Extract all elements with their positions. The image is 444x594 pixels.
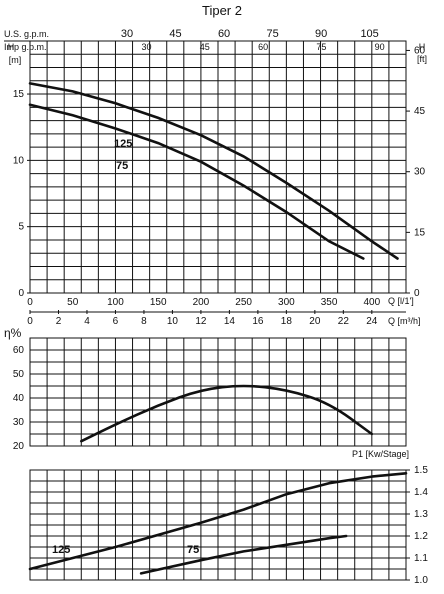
impgpm-tick-label: 30 — [142, 42, 152, 52]
y-left-unit: [m] — [9, 55, 22, 65]
head-chart-grid — [29, 40, 407, 294]
power-curve-125 — [28, 472, 408, 571]
head-x-lmin-tick-label: 350 — [321, 297, 338, 308]
head-x-lmin-tick-label: 0 — [27, 297, 33, 308]
y-left-label: H — [8, 42, 15, 52]
head-x-m3h-tick-label: 24 — [366, 316, 378, 327]
usgpm-label: U.S. g.p.m. — [4, 29, 49, 39]
y-right-label: H — [419, 42, 426, 52]
x-lmin-label: Q [l/1'] — [388, 296, 414, 306]
head-y-right-tick-label: 45 — [414, 106, 426, 117]
head-y-left-tick-label: 5 — [18, 222, 24, 233]
impgpm-tick-label: 60 — [258, 42, 268, 52]
efficiency-curve — [80, 384, 374, 443]
usgpm-tick-label: 45 — [169, 28, 181, 40]
x-m3h-label: Q [m³/h] — [388, 316, 421, 326]
y-right-unit: [ft] — [417, 54, 427, 64]
head-x-m3h-tick-label: 10 — [167, 316, 179, 327]
head-x-m3h-tick-label: 14 — [224, 316, 236, 327]
head-x-m3h-tick-label: 18 — [281, 316, 293, 327]
head-x-lmin-tick-label: 200 — [193, 297, 210, 308]
impgpm-tick-label: 75 — [316, 42, 326, 52]
head-x-m3h-tick-label: 4 — [84, 316, 90, 327]
head-x-lmin-tick-label: 250 — [235, 297, 252, 308]
power-y-tick-label: 1.0 — [414, 575, 428, 586]
head-x-m3h-tick-label: 6 — [113, 316, 119, 327]
power-y-ticks: 1.0 1.1 1.2 1.3 1.4 1.5 — [406, 465, 428, 586]
power-curve-75 — [139, 534, 348, 575]
efficiency-chart-curves — [80, 384, 374, 443]
head-y-right-tick-label: 0 — [414, 288, 420, 299]
usgpm-tick-label: 75 — [266, 28, 278, 40]
usgpm-tick-label: 60 — [218, 28, 230, 40]
head-x-m3h-tick-label: 12 — [195, 316, 207, 327]
usgpm-tick-label: 90 — [315, 28, 327, 40]
head-x-m3h-tick-label: 22 — [338, 316, 350, 327]
efficiency-y-tick-label: 20 — [13, 441, 25, 452]
head-x-lmin-tick-label: 50 — [67, 297, 79, 308]
power-y-tick-label: 1.4 — [414, 487, 428, 498]
eta-label: η% — [4, 326, 22, 340]
power-y-tick-label: 1.2 — [414, 531, 428, 542]
power-y-tick-label: 1.5 — [414, 465, 428, 476]
head-curve-75 — [28, 103, 365, 260]
impgpm-tick-label: 90 — [375, 42, 385, 52]
head-curve-125 — [28, 82, 399, 260]
efficiency-chart-grid — [29, 337, 407, 447]
head-y-right-tick-label: 15 — [414, 227, 426, 238]
head-x-m3h-tick-label: 2 — [56, 316, 62, 327]
efficiency-y-tick-label: 60 — [13, 345, 25, 356]
usgpm-tick-label: 30 — [121, 28, 133, 40]
series-label-75: 75 — [116, 160, 128, 172]
power-series-label-125: 125 — [52, 544, 70, 556]
head-x-lmin-tick-label: 150 — [150, 297, 167, 308]
chart-title: Tiper 2 — [202, 3, 242, 18]
usgpm-ticks: 30 45 60 75 90 105 — [121, 28, 379, 40]
head-x-lmin-tick-label: 100 — [107, 297, 124, 308]
power-series-label-75: 75 — [187, 544, 199, 556]
head-chart-curves — [28, 82, 399, 260]
efficiency-y-tick-label: 30 — [13, 417, 25, 428]
head-y-left-tick-label: 0 — [18, 288, 24, 299]
head-x-m3h-tick-label: 0 — [27, 316, 33, 327]
power-chart-curves — [28, 472, 408, 575]
head-y-right-tick-label: 30 — [414, 167, 426, 178]
power-y-tick-label: 1.1 — [414, 553, 428, 564]
power-y-tick-label: 1.3 — [414, 509, 428, 520]
efficiency-y-ticks: 20 30 40 50 60 — [13, 345, 25, 452]
head-x-lmin-tick-label: 300 — [278, 297, 295, 308]
head-x-m3h-tick-label: 8 — [141, 316, 147, 327]
usgpm-tick-label: 105 — [360, 28, 378, 40]
head-y-ticks-right: 0 15 30 45 60 — [406, 45, 426, 299]
head-x-ticks-lmin: 0 50 100 150 200 250 300 350 400 — [27, 297, 380, 308]
head-y-left-tick-label: 10 — [13, 155, 25, 166]
impgpm-ticks: 30 45 60 75 90 — [142, 42, 385, 52]
head-x-lmin-tick-label: 400 — [363, 297, 380, 308]
head-y-ticks-left: 0 5 10 15 — [13, 89, 30, 299]
efficiency-y-tick-label: 40 — [13, 393, 25, 404]
head-x-m3h-tick-label: 16 — [252, 316, 264, 327]
head-x-m3h-tick-label: 20 — [309, 316, 321, 327]
impgpm-tick-label: 45 — [200, 42, 210, 52]
impgpm-label: Imp g.p.m. — [4, 42, 47, 52]
efficiency-y-tick-label: 50 — [13, 369, 25, 380]
p1-label: P1 [Kw/Stage] — [352, 449, 409, 459]
head-y-right-tick-label: 60 — [414, 45, 426, 56]
series-label-125: 125 — [114, 138, 132, 150]
power-chart-grid — [29, 469, 407, 581]
head-x-ticks-m3h: 0 2 4 6 8 10 12 14 16 18 20 22 24 — [27, 310, 406, 327]
head-y-left-tick-label: 15 — [13, 89, 25, 100]
